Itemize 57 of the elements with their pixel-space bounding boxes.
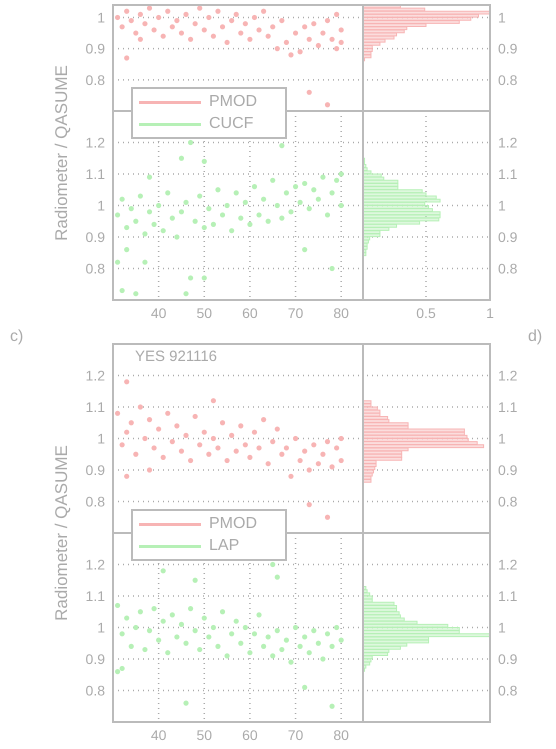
y-tick-label: 1.2 [86, 134, 106, 150]
y-tick-label: 1.1 [86, 588, 106, 604]
y-tick-label: 0.8 [86, 493, 106, 510]
y-tick-label: 0.9 [498, 228, 518, 245]
y-tick-label: 1.2 [498, 556, 518, 572]
text: c) [10, 328, 24, 346]
y-tick-label: 1 [97, 9, 106, 26]
y-tick-label: 0.9 [86, 40, 106, 57]
x-tick-label: 60 [242, 304, 258, 321]
y-tick-label: 0.8 [498, 72, 518, 88]
y-tick-label: 0.8 [86, 682, 106, 698]
y-tick-label: 1.1 [498, 398, 518, 415]
y-tick-label: 0.9 [498, 462, 518, 478]
y-tick-label: 0.8 [498, 260, 518, 276]
legend-label: PMOD [209, 515, 257, 533]
y-tick-label: 1.2 [86, 556, 106, 572]
y-tick-label: 1.1 [86, 398, 106, 415]
x-tick-label: 80 [333, 726, 350, 743]
y-tick-label: 1 [97, 430, 106, 446]
x-tick-label: 1 [486, 304, 494, 321]
y-tick-label: 0.8 [86, 72, 106, 88]
x-tick-label: 50 [196, 726, 212, 743]
x-tick-label: 70 [288, 726, 304, 743]
y-tick-label: 0.9 [498, 650, 518, 667]
y-tick-label: 0.8 [86, 260, 106, 276]
y-axis-title: Radiometer / QASUME [52, 64, 72, 240]
legend-label: CUCF [209, 115, 254, 133]
y-tick-label: 1 [97, 197, 106, 214]
x-tick-label: 40 [150, 726, 167, 743]
y-axis-title: Radiometer / QASUME [52, 445, 72, 621]
y-tick-label: 0.9 [86, 228, 106, 245]
y-tick-label: 1.1 [498, 166, 518, 182]
x-tick-label: 60 [242, 726, 258, 743]
y-tick-label: 0.9 [498, 40, 518, 57]
x-tick-label: 40 [150, 304, 167, 321]
y-tick-label: 1.2 [86, 367, 106, 384]
y-tick-label: 0.8 [498, 682, 518, 698]
legend-label: LAP [209, 537, 240, 555]
x-tick-label: 70 [288, 304, 304, 321]
x-tick-label: 50 [196, 304, 212, 321]
y-tick-label: 1 [498, 619, 506, 636]
annotation: YES 921116 [135, 348, 218, 365]
y-tick-label: 0.9 [86, 462, 106, 478]
y-tick-label: 1 [498, 9, 506, 26]
y-tick-label: 1 [498, 197, 506, 214]
y-tick-label: 0.9 [86, 650, 106, 667]
y-tick-label: 1.2 [498, 134, 518, 150]
y-tick-label: 1.1 [498, 588, 518, 604]
x-tick-label: 0.5 [416, 304, 436, 321]
y-tick-label: 1.1 [86, 166, 106, 182]
y-tick-label: 1 [97, 619, 106, 636]
y-tick-label: 0.8 [498, 493, 518, 510]
y-tick-label: 1.2 [498, 367, 518, 384]
legend-label: PMOD [209, 93, 257, 111]
y-tick-label: 1 [498, 430, 506, 446]
text: d) [528, 328, 542, 346]
x-tick-label: 80 [333, 304, 350, 321]
